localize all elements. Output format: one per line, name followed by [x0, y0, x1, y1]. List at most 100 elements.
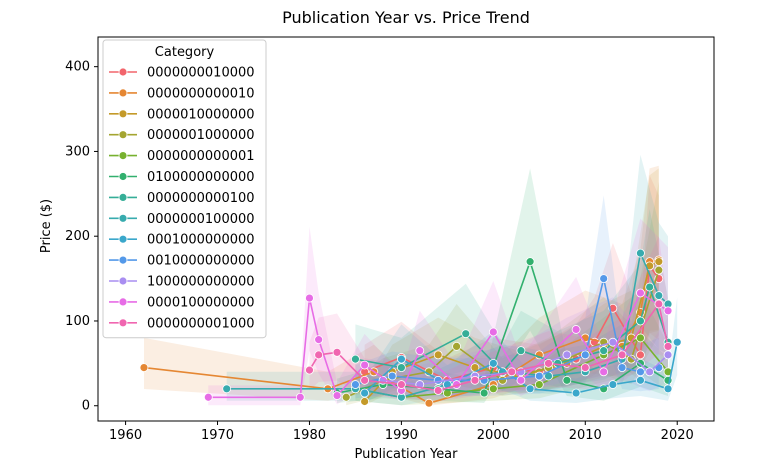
- data-point: [387, 371, 397, 381]
- data-point: [617, 350, 627, 360]
- data-point: [636, 350, 645, 360]
- confidence-band: [144, 165, 659, 406]
- data-point: [415, 346, 425, 356]
- legend-label: 1000000000000: [147, 275, 255, 290]
- data-point: [645, 367, 655, 377]
- data-point: [534, 380, 544, 389]
- data-point: [332, 391, 342, 400]
- data-point: [636, 375, 645, 385]
- data-point: [360, 397, 370, 406]
- data-point: [645, 282, 655, 292]
- data-point: [222, 384, 232, 394]
- legend: Category 0000000010000 0000000000010 000001…: [102, 39, 267, 339]
- data-point: [599, 367, 609, 377]
- data-point: [580, 363, 590, 372]
- data-point: [332, 347, 342, 357]
- legend-swatch-marker: [118, 88, 128, 98]
- confidence-bands: [144, 154, 678, 406]
- data-point: [488, 384, 498, 394]
- data-point: [544, 358, 553, 368]
- data-point: [305, 293, 314, 303]
- legend-swatch-marker: [118, 151, 128, 161]
- legend-label: 0001000000000: [147, 233, 255, 248]
- data-point: [461, 329, 471, 339]
- data-point: [654, 257, 664, 267]
- data-point: [360, 388, 370, 398]
- data-point: [516, 375, 526, 385]
- confidence-band: [208, 218, 669, 406]
- legend-title: Category: [155, 45, 215, 60]
- data-point: [525, 384, 535, 394]
- x-tick-label: 1960: [109, 428, 142, 443]
- confidence-band: [364, 297, 678, 403]
- series-lines: [139, 248, 682, 408]
- legend-item: 0010000000000: [109, 254, 255, 269]
- series-line: [355, 336, 669, 399]
- legend-box: [102, 39, 267, 339]
- y-axis-label: Price ($): [39, 199, 54, 253]
- x-axis-ticks: 1960 1970 1980 1990 2000 2010 2020: [109, 421, 694, 443]
- y-tick-label: 300: [65, 144, 90, 159]
- data-point: [295, 392, 305, 402]
- confidence-band: [383, 297, 668, 399]
- legend-swatch-marker: [118, 276, 128, 286]
- data-point: [663, 350, 673, 360]
- data-point: [580, 350, 590, 360]
- x-tick-label: 2000: [477, 428, 510, 443]
- data-point: [433, 350, 443, 360]
- data-point: [433, 375, 443, 385]
- legend-item: 0000000000001: [109, 149, 255, 164]
- legend-swatch-marker: [118, 297, 128, 307]
- legend-item: 0000010000000: [109, 107, 255, 122]
- data-point: [636, 333, 645, 343]
- y-tick-label: 100: [65, 314, 90, 329]
- data-point: [626, 354, 636, 364]
- y-axis-ticks: 0 100 200 300 400: [65, 60, 98, 414]
- data-point: [314, 335, 324, 345]
- data-point: [507, 367, 517, 377]
- x-tick-label: 1980: [293, 428, 326, 443]
- data-point: [672, 337, 682, 347]
- data-point: [617, 363, 627, 372]
- data-point: [608, 380, 618, 389]
- data-point: [571, 325, 581, 334]
- confidence-band: [355, 195, 659, 399]
- data-point: [663, 306, 673, 316]
- data-point: [525, 257, 535, 267]
- y-tick-label: 0: [82, 399, 90, 414]
- data-point: [599, 274, 609, 283]
- data-point: [654, 363, 664, 372]
- data-point: [351, 354, 360, 364]
- data-point: [360, 360, 370, 370]
- legend-swatch-marker: [118, 234, 128, 244]
- data-point: [562, 375, 572, 385]
- data-point: [654, 299, 664, 309]
- data-point: [516, 346, 526, 356]
- series-line: [364, 260, 660, 403]
- data-point: [534, 371, 544, 381]
- y-tick-label: 200: [65, 229, 90, 244]
- y-tick-label: 400: [65, 60, 90, 75]
- legend-swatch-marker: [118, 67, 128, 77]
- legend-label: 0000010000000: [147, 107, 255, 122]
- confidence-band: [226, 154, 668, 406]
- data-point: [314, 350, 324, 360]
- legend-label: 0000000000100: [147, 191, 255, 206]
- data-point: [433, 386, 443, 395]
- series-line: [364, 342, 678, 394]
- data-point: [397, 354, 406, 364]
- data-point: [139, 363, 149, 372]
- legend-swatch-marker: [118, 318, 128, 328]
- data-point: [488, 327, 498, 337]
- data-point: [636, 367, 645, 377]
- data-point: [562, 350, 572, 360]
- legend-item: 0100000000000: [109, 170, 255, 185]
- data-point: [341, 392, 351, 402]
- data-point: [498, 375, 507, 385]
- legend-swatch-marker: [118, 255, 128, 265]
- legend-label: 0000000000010: [147, 86, 255, 101]
- data-point: [599, 346, 609, 356]
- data-point: [636, 288, 645, 298]
- data-point: [654, 265, 664, 275]
- legend-item: 0000000000010: [109, 86, 255, 101]
